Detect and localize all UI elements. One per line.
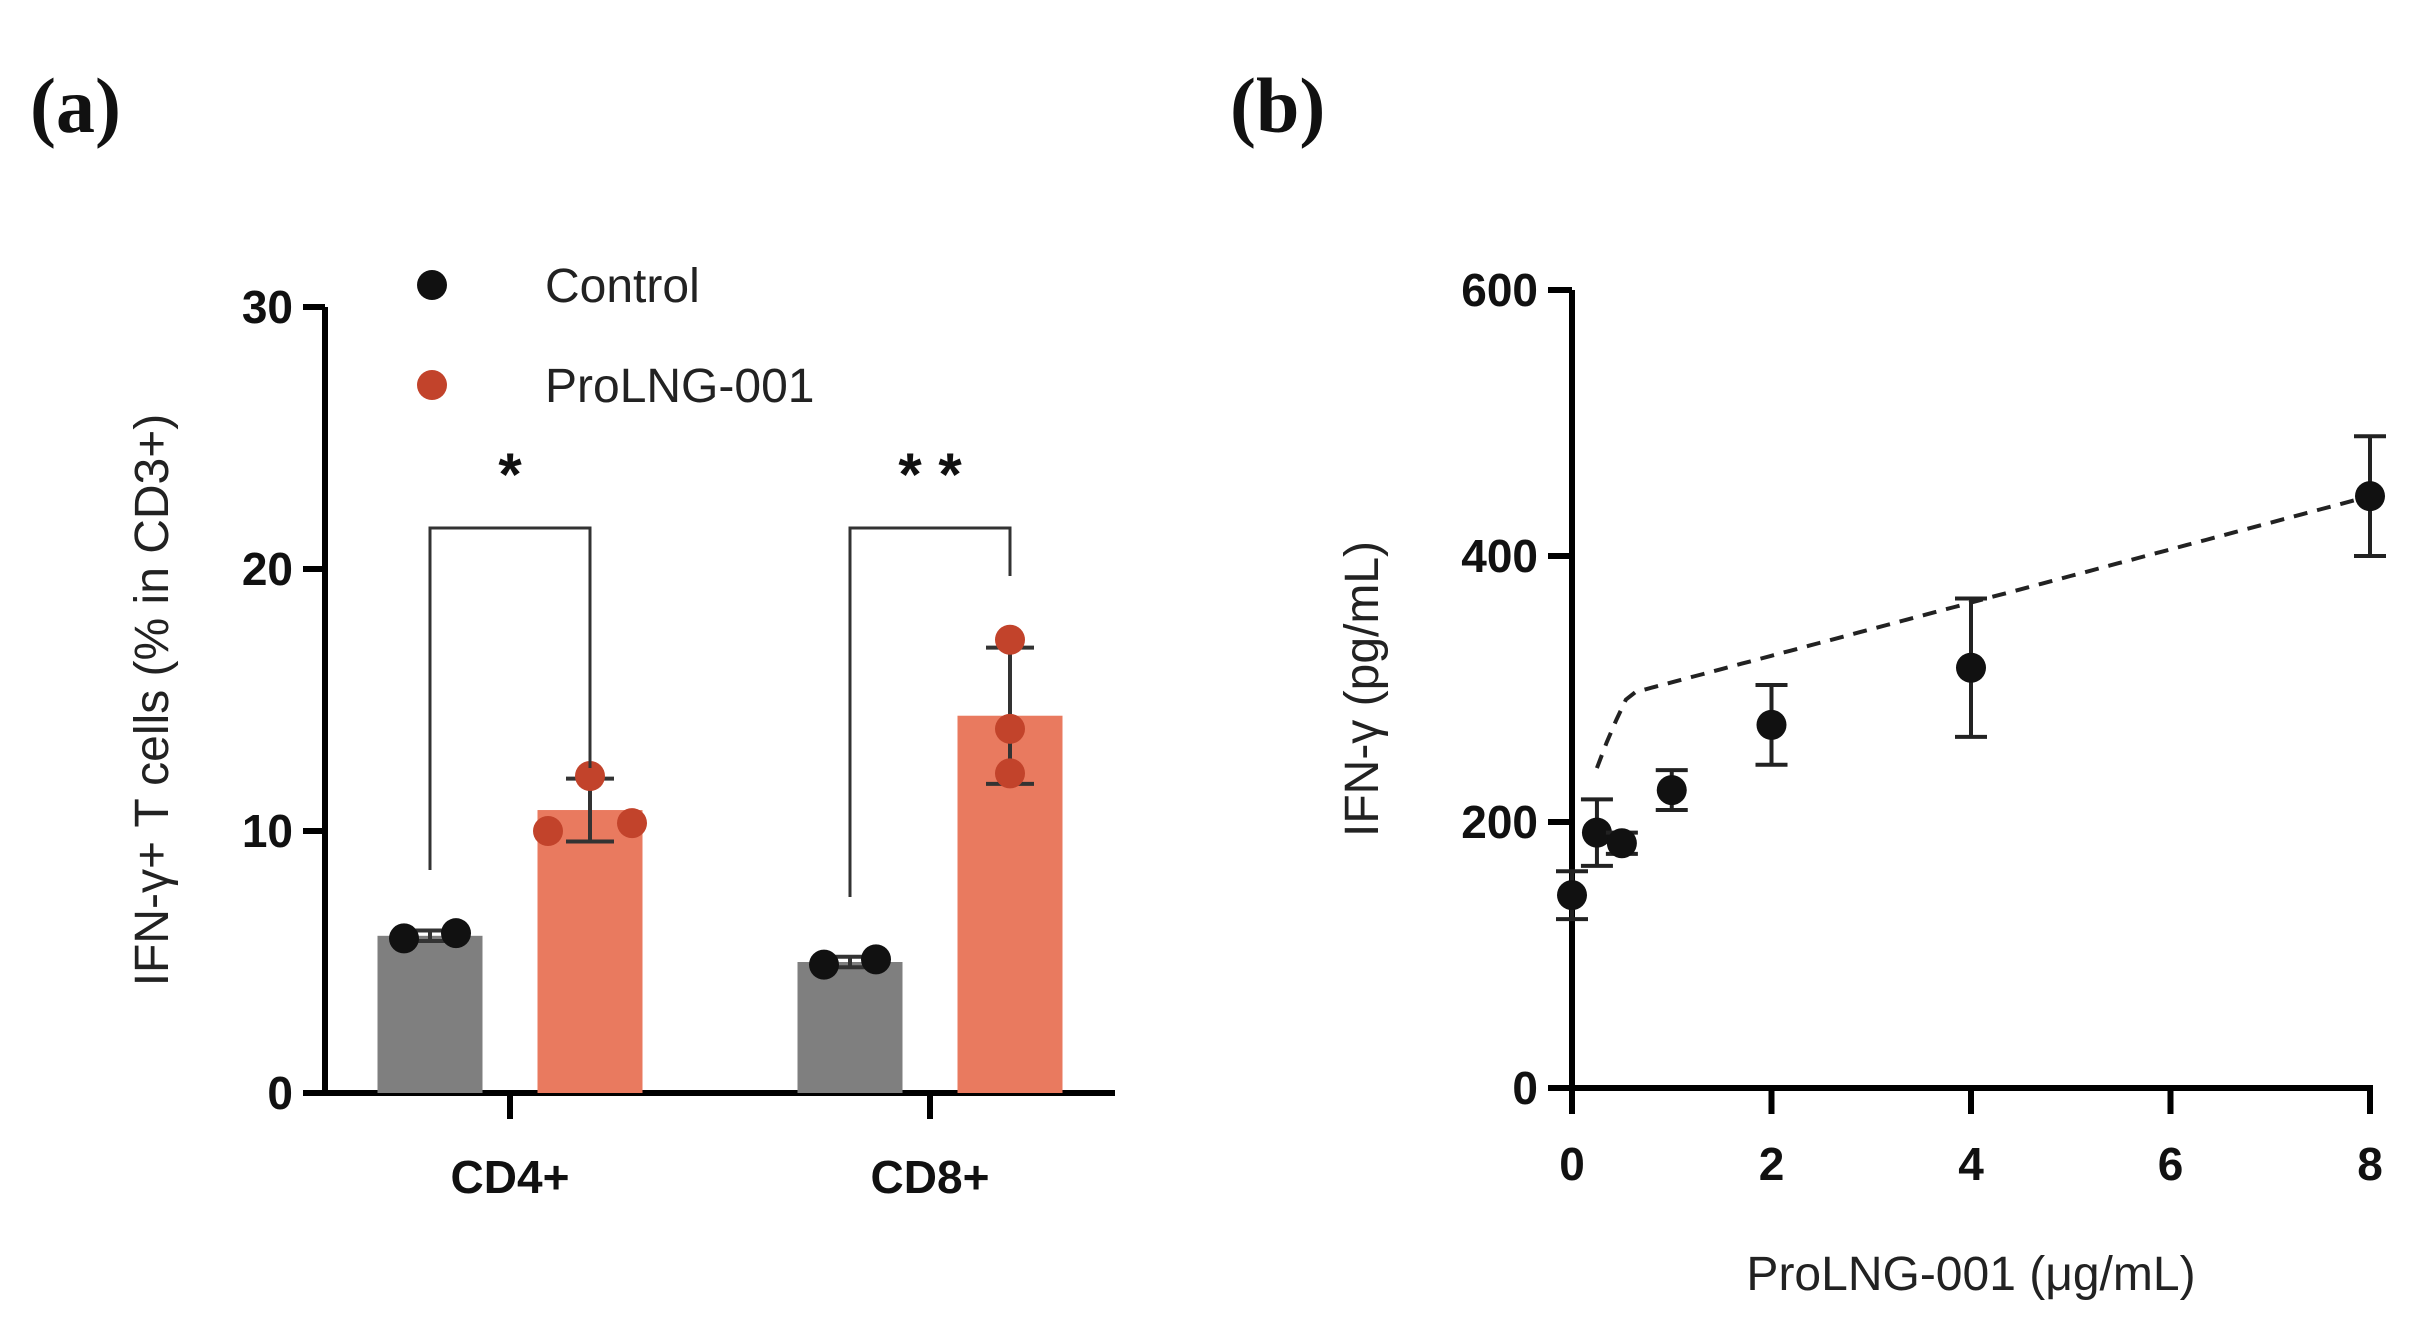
- chart-a-bar-chart: 0 10 20 30 IFN-γ+ T cells (% in CD3+) CD4+ * CD…: [126, 260, 1115, 1203]
- data-point: [1606, 828, 1637, 859]
- significance-bracket: [848, 526, 1012, 897]
- fit-curve: [1595, 494, 2371, 769]
- legend-marker: [417, 270, 447, 300]
- y-tick-label: 20: [242, 543, 293, 595]
- data-point-prolng: [575, 760, 605, 791]
- y-tick-label: 200: [1461, 796, 1538, 848]
- y-tick-label: 30: [242, 281, 293, 333]
- x-tick-label: 8: [2357, 1138, 2383, 1190]
- x-tick-label: 4: [1958, 1138, 1984, 1190]
- y-axis-title: IFN-γ+ T cells (% in CD3+): [126, 414, 179, 987]
- legend-marker: [417, 370, 447, 400]
- bar-prolng: [537, 810, 643, 1093]
- panel-label-b: (b): [1230, 62, 1325, 149]
- data-point: [1581, 817, 1612, 848]
- data-point: [1557, 880, 1587, 911]
- panel-label-a: (a): [30, 62, 121, 149]
- x-tick-label: 0: [1559, 1138, 1585, 1190]
- significance-label: * *: [898, 441, 962, 508]
- x-tick-label: 2: [1759, 1138, 1785, 1190]
- y-tick-label: 0: [267, 1067, 293, 1119]
- data-point-prolng: [995, 758, 1025, 789]
- data-point-prolng: [617, 808, 647, 839]
- data-point-prolng: [995, 624, 1025, 655]
- x-tick-label: CD4+: [451, 1151, 570, 1203]
- bar-control: [377, 935, 483, 1093]
- y-tick-label: 600: [1461, 264, 1538, 316]
- data-point: [1956, 652, 1986, 683]
- data-point-prolng: [995, 713, 1025, 744]
- legend-label: ProLNG-001: [545, 360, 814, 413]
- data-point: [1656, 775, 1687, 806]
- y-axis-title: IFN-γ (pg/mL): [1336, 541, 1389, 837]
- x-tick-label: 6: [2158, 1138, 2184, 1190]
- data-point-control: [861, 944, 891, 975]
- y-tick-label: 0: [1512, 1062, 1538, 1114]
- significance-label: *: [498, 441, 522, 508]
- data-point: [2355, 481, 2385, 512]
- data-point-control: [809, 949, 839, 980]
- significance-bracket: [428, 526, 592, 870]
- data-point-prolng: [533, 816, 563, 846]
- x-tick-label: CD8+: [871, 1151, 990, 1203]
- y-tick-label: 10: [242, 805, 293, 857]
- data-point-control: [389, 923, 419, 954]
- x-axis-title: ProLNG-001 (μg/mL): [1746, 1248, 2195, 1301]
- data-point: [1756, 709, 1787, 740]
- data-point-control: [441, 918, 471, 949]
- y-tick-label: 400: [1461, 530, 1538, 582]
- legend-label: Control: [545, 260, 700, 313]
- chart-b-dose-response: 0 200 400 600 0 2 4 6 8 IFN-γ (pg/mL) ProLNG-001 (…: [1336, 264, 2386, 1301]
- bar-control: [797, 962, 903, 1093]
